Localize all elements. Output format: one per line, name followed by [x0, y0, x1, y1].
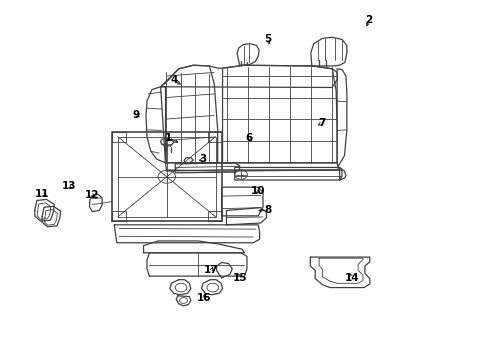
Text: 8: 8 — [264, 206, 271, 216]
Text: 17: 17 — [203, 265, 218, 275]
Text: 9: 9 — [132, 110, 140, 120]
Text: 14: 14 — [344, 273, 358, 283]
Text: 5: 5 — [264, 35, 271, 44]
Text: 4: 4 — [170, 75, 177, 85]
Text: 16: 16 — [197, 293, 211, 303]
Text: 1: 1 — [165, 133, 172, 143]
Text: 15: 15 — [232, 273, 246, 283]
Text: 7: 7 — [317, 118, 325, 128]
Text: 2: 2 — [365, 15, 372, 26]
Text: 11: 11 — [35, 189, 49, 199]
Text: 13: 13 — [61, 181, 76, 192]
Text: 3: 3 — [199, 154, 206, 164]
Text: 10: 10 — [250, 186, 265, 197]
Text: 12: 12 — [85, 190, 100, 200]
Text: 6: 6 — [245, 133, 252, 143]
